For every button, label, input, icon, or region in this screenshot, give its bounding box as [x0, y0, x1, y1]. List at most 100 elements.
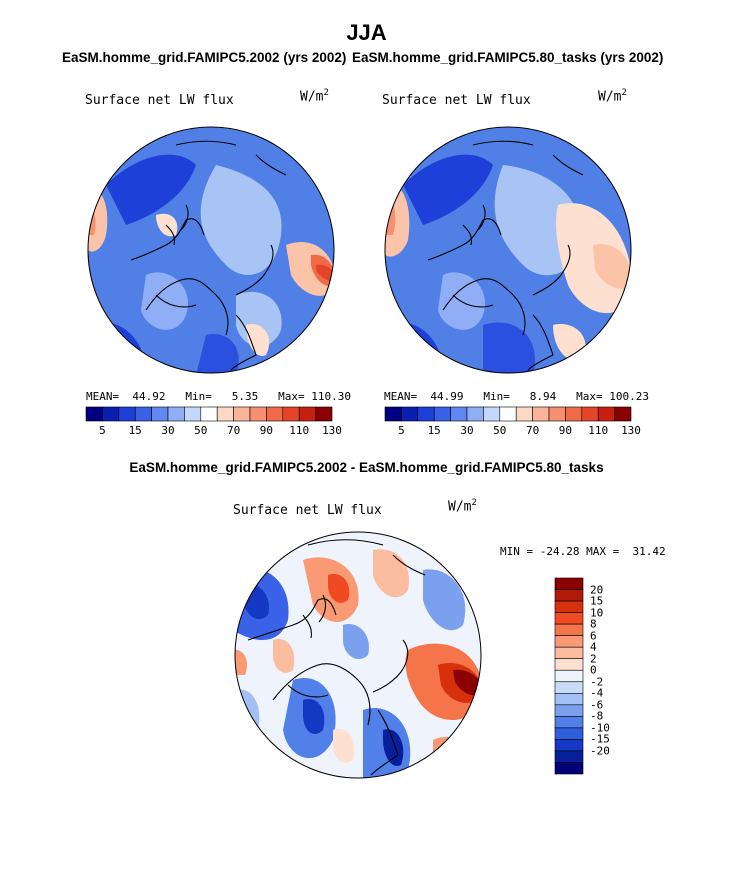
colorbar-swatch — [184, 406, 202, 422]
colorbar-tick-label: 5 — [99, 424, 106, 437]
colorbar-swatch — [200, 406, 218, 422]
colorbar-swatch — [554, 704, 584, 717]
left-min-value: 5.35 — [231, 390, 259, 403]
colorbar-tick-label: 8 — [590, 617, 597, 631]
colorbar-swatch — [102, 406, 120, 422]
right-min-value: 8.94 — [529, 390, 557, 403]
right-units: W/m2 — [598, 88, 627, 105]
colorbar-swatch — [216, 406, 234, 422]
colorbar-tick-label: 110 — [588, 424, 609, 437]
colorbar-tick-label: 20 — [590, 583, 604, 597]
colorbar-tick-label: 70 — [525, 424, 540, 437]
colorbar-tick-label: 130 — [322, 424, 342, 437]
colorbar-tick-label: 30 — [460, 424, 474, 437]
colorbar-swatch — [298, 406, 316, 422]
colorbar-swatch — [565, 406, 583, 422]
colorbar-tick-label: -2 — [590, 675, 604, 689]
colorbar-tick-label: 5 — [398, 424, 405, 437]
diff-title: EaSM.homme_grid.FAMIPC5.2002 - EaSM.homm… — [129, 460, 604, 475]
colorbar-swatch — [384, 406, 402, 422]
right-map — [384, 126, 632, 374]
diff-units: W/m2 — [448, 498, 477, 515]
colorbar-swatch — [85, 406, 103, 422]
colorbar-swatch — [554, 589, 584, 602]
colorbar-swatch — [597, 406, 615, 422]
colorbar-tick-label: 70 — [226, 424, 241, 437]
left-variable-label: Surface net LW flux — [85, 93, 234, 108]
diff-min-value: -24.28 — [539, 545, 580, 558]
colorbar-tick-label: 15 — [128, 424, 142, 437]
colorbar-swatch — [151, 406, 169, 422]
page-title: JJA — [346, 20, 387, 45]
colorbar-tick-label: 110 — [289, 424, 310, 437]
right-colorbar-ticks: 5 15 30 50 70 90 110 130 — [385, 424, 641, 438]
right-variable-label: Surface net LW flux — [382, 93, 531, 108]
diff-stats: MIN = -24.28 MAX = 31.42 — [500, 545, 666, 558]
colorbar-tick-label: -15 — [590, 732, 610, 746]
colorbar-tick-label: -4 — [590, 686, 604, 700]
colorbar-swatch — [614, 406, 632, 422]
right-colorbar — [384, 406, 632, 422]
right-max-value: 100.23 — [609, 390, 649, 403]
colorbar-swatch — [466, 406, 484, 422]
colorbar-tick-label: 50 — [493, 424, 507, 437]
colorbar-swatch — [548, 406, 566, 422]
colorbar-swatch — [554, 623, 584, 636]
left-mean-value: 44.92 — [132, 390, 166, 403]
colorbar-tick-label: -10 — [590, 721, 610, 735]
colorbar-swatch — [554, 612, 584, 625]
diff-max-value: 31.42 — [632, 545, 666, 558]
colorbar-tick-label: -8 — [590, 709, 604, 723]
diff-variable-label: Surface net LW flux — [233, 503, 382, 518]
colorbar-tick-label: 6 — [590, 629, 597, 643]
colorbar-swatch — [499, 406, 517, 422]
colorbar-swatch — [554, 727, 584, 740]
colorbar-tick-label: 4 — [590, 640, 597, 654]
left-max-value: 110.30 — [311, 390, 351, 403]
diff-colorbar-ticks: 20 15 10 8 6 4 2 0 -2 -4 -6 -8 -10 -15 -20 — [590, 578, 630, 774]
colorbar-swatch — [401, 406, 419, 422]
colorbar-swatch — [554, 681, 584, 694]
colorbar-tick-label: 15 — [590, 594, 604, 608]
colorbar-swatch — [554, 577, 584, 590]
colorbar-swatch — [282, 406, 300, 422]
colorbar-swatch — [554, 716, 584, 729]
left-stats: MEAN= 44.92 Min= 5.35 Max= 110.30 — [86, 390, 351, 403]
colorbar-swatch — [483, 406, 501, 422]
left-map — [87, 126, 335, 374]
colorbar-swatch — [266, 406, 284, 422]
colorbar-swatch — [249, 406, 267, 422]
colorbar-swatch — [315, 406, 333, 422]
colorbar-swatch — [532, 406, 550, 422]
right-run-title: EaSM.homme_grid.FAMIPC5.80_tasks (yrs 20… — [352, 50, 664, 65]
colorbar-swatch — [554, 739, 584, 752]
right-mean-value: 44.99 — [430, 390, 464, 403]
colorbar-swatch — [450, 406, 468, 422]
colorbar-swatch — [134, 406, 152, 422]
colorbar-swatch — [118, 406, 136, 422]
colorbar-swatch — [515, 406, 533, 422]
colorbar-tick-label: 50 — [194, 424, 208, 437]
colorbar-swatch — [554, 762, 584, 775]
colorbar-swatch — [233, 406, 251, 422]
colorbar-tick-label: 30 — [161, 424, 175, 437]
colorbar-tick-label: -20 — [590, 744, 610, 758]
colorbar-swatch — [554, 669, 584, 683]
colorbar-tick-label: 0 — [590, 663, 597, 677]
diff-colorbar — [554, 577, 584, 775]
colorbar-tick-label: 2 — [590, 652, 597, 666]
colorbar-tick-label: 15 — [427, 424, 441, 437]
colorbar-tick-label: 90 — [259, 424, 274, 437]
colorbar-swatch — [433, 406, 451, 422]
left-run-title: EaSM.homme_grid.FAMIPC5.2002 (yrs 2002) — [62, 50, 347, 65]
right-stats: MEAN= 44.99 Min= 8.94 Max= 100.23 — [384, 390, 649, 403]
colorbar-swatch — [554, 658, 584, 671]
colorbar-swatch — [554, 692, 584, 706]
diff-map — [234, 531, 482, 779]
colorbar-tick-label: -6 — [590, 698, 604, 712]
colorbar-swatch — [417, 406, 435, 422]
left-units: W/m2 — [300, 88, 329, 105]
colorbar-swatch — [554, 600, 584, 613]
left-colorbar-ticks: 5 15 30 50 70 90 110 130 — [86, 424, 342, 438]
colorbar-tick-label: 130 — [621, 424, 641, 437]
